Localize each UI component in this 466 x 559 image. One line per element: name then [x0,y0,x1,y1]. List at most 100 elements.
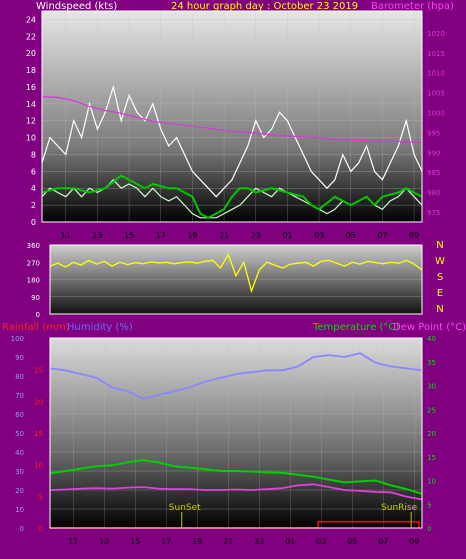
humidity-tick-label: 10 [15,506,24,514]
thermo-x-tick-label: 07 [378,537,388,546]
baro-right-tick-labels: 975 980 985 990 995 1000 1005 1010 1015 1020 [427,30,445,217]
wind-x-tick-label: 03 [314,231,324,240]
rainfall-tick-label: 15 [34,430,43,438]
thermo-x-tick-label: 15 [130,537,140,546]
chart-title: 24 hour graph day : October 23 2019 [171,1,358,12]
temperature-line [49,459,423,495]
humidity-tick-labels: 0 10 20 30 40 50 60 70 80 90 100 [11,335,24,533]
wind-tick-label: 6 [31,167,36,176]
thermo-x-tick-label: 21 [223,537,233,546]
wind-direction-line [49,253,423,294]
rainfall-tick-labels: 0 5 10 15 20 25 [34,367,43,533]
wind-x-tick-label: 13 [92,231,102,240]
humidity-tick-label: 20 [15,487,24,495]
rainfall-tick-label: 10 [34,462,43,470]
direction-panel-frame [49,244,423,315]
rainfall-tick-label: 20 [34,398,43,406]
humidity-line [49,352,423,400]
humidity-tick-label: 90 [15,354,24,362]
temperature-tick-label: 25 [427,406,436,414]
wind-tick-label: 10 [26,134,36,143]
thermo-x-tick-label: 03 [316,537,326,546]
wind-x-tick-label: 23 [251,231,261,240]
temperature-tick-label: 5 [427,501,431,509]
thermo-x-tick-label: 11 [68,537,78,546]
baro-tick-label: 1015 [427,50,445,58]
temperature-tick-label: 30 [427,383,436,391]
direction-tick-label: 360 [27,242,40,250]
temperature-tick-label: 20 [427,430,436,438]
thermo-panel-frame [49,337,423,529]
baro-tick-label: 995 [427,129,440,137]
compass-label: N [436,240,443,251]
dewpoint-axis-label: Dew Point (°C) [393,322,466,333]
wind-x-tick-labels: 11 13 15 17 19 21 23 01 03 05 07 09 [61,231,420,240]
baro-tick-label: 975 [427,209,440,217]
barometer-axis-label: Barometer (hpa) [371,1,454,12]
temperature-tick-labels: 0 5 10 15 20 25 30 35 40 [427,335,436,533]
direction-tick-labels: 0 90 180 270 360 [27,242,40,319]
wind-tick-label: 8 [31,150,36,159]
direction-series-group [49,253,423,294]
wind-tick-label: 18 [26,66,36,75]
barometer-line [41,96,423,143]
wind-x-tick-label: 19 [187,231,197,240]
wind-tick-label: 14 [26,100,36,109]
rainfall-tick-label: 25 [34,367,43,375]
compass-label: E [437,288,443,299]
baro-tick-label: 1005 [427,90,445,98]
humidity-tick-label: 40 [15,449,24,457]
temperature-tick-label: 10 [427,478,436,486]
wind-tick-label: 12 [26,117,36,126]
humidity-tick-label: 80 [15,373,24,381]
sun-annotations: SunSet SunRise [169,503,418,528]
wind-x-tick-label: 11 [61,231,71,240]
temperature-tick-label: 15 [427,454,436,462]
humidity-tick-label: 60 [15,411,24,419]
wind-series-group [41,84,423,219]
thermo-x-tick-label: 13 [99,537,109,546]
humidity-tick-label: 70 [15,392,24,400]
temperature-tick-label: 35 [427,359,436,367]
temperature-tick-label: 40 [427,335,436,343]
rainfall-tick-label: 5 [39,493,43,501]
wind-smoothed-line [41,174,423,219]
humidity-tick-label: 30 [15,468,24,476]
humidity-tick-label: 0 [20,525,24,533]
wind-tick-label: 22 [26,32,36,41]
wind-x-tick-label: 17 [156,231,166,240]
direction-tick-label: 270 [27,259,40,267]
rainfall-tick-label: 0 [39,525,43,533]
baro-tick-label: 1010 [427,70,445,78]
baro-tick-label: 985 [427,169,440,177]
direction-tick-label: 0 [36,311,40,319]
wind-x-tick-label: 01 [282,231,292,240]
compass-label: S [437,272,443,283]
wind-panel-frame [41,10,423,223]
baro-tick-label: 980 [427,189,440,197]
temperature-tick-label: 0 [427,525,431,533]
dewpoint-line [49,483,423,501]
humidity-tick-label: 100 [11,335,24,343]
thermo-x-tick-labels: 11 13 15 17 19 21 23 01 03 05 07 09 [68,537,419,546]
baro-tick-label: 1020 [427,30,445,38]
wind-tick-label: 4 [31,184,36,193]
wind-x-tick-label: 15 [124,231,134,240]
sunset-label: SunSet [169,503,201,513]
wind-x-tick-label: 05 [346,231,356,240]
thermo-x-tick-label: 05 [347,537,357,546]
windspeed-axis-label: Windspeed (kts) [36,1,117,12]
humidity-tick-label: 50 [15,430,24,438]
thermo-x-tick-label: 01 [285,537,295,546]
compass-label: N [436,304,443,315]
wind-tick-label: 20 [26,49,36,58]
baro-tick-label: 990 [427,149,440,157]
temperature-axis-label: Temperature (°C) [312,322,399,333]
wind-tick-label: 0 [31,218,36,227]
direction-tick-label: 180 [27,277,40,285]
thermo-x-tick-label: 23 [254,537,264,546]
wind-x-tick-label: 07 [377,231,387,240]
